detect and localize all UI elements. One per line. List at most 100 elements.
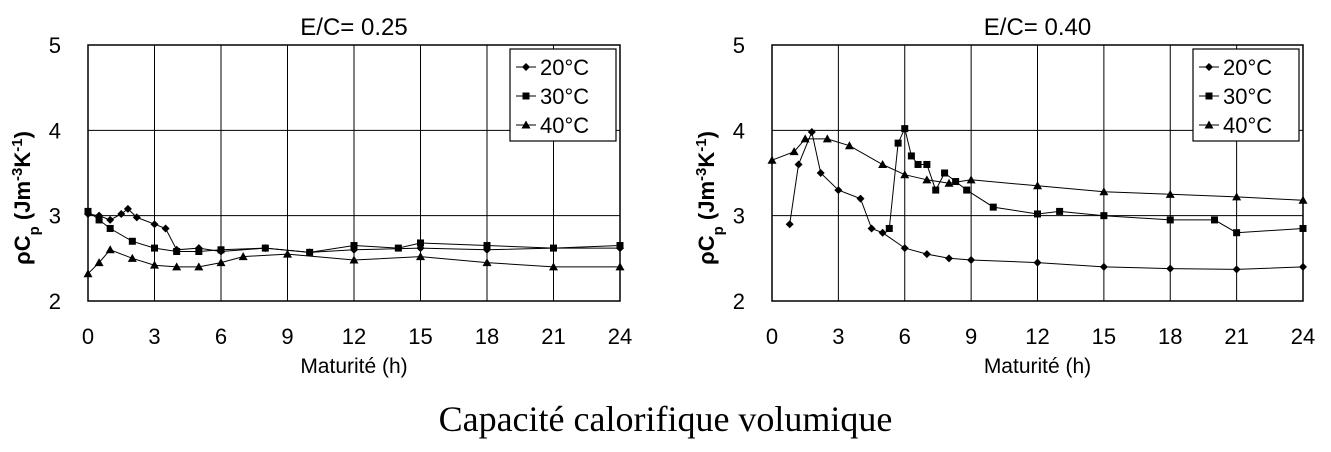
chart-1: 0 3 6 9 12 15 18 21 24 2 3 4 5 E/C= 0.25 Maturité (h) ρ… [9,14,633,378]
data-point [173,248,181,256]
x-tick-label: 24 [608,324,632,349]
data-point [963,186,971,194]
data-point [1166,264,1175,273]
data-point [816,169,825,177]
data-point [822,134,832,143]
data-point [238,252,248,261]
legend-label: 30°C [1223,84,1272,109]
y-axis-label-unit: (Jm [10,181,35,226]
x-tick-label: 15 [1092,324,1116,349]
y-axis-label-main: ρC [10,235,35,265]
data-point [123,204,132,213]
y-axis-label-main: ρC [694,235,719,265]
x-tick-label: 21 [541,324,565,349]
legend-marker [522,92,530,100]
data-point [106,215,115,224]
y-tick-label: 2 [733,289,745,314]
data-point [1232,265,1241,274]
y-tick-label: 3 [733,204,745,229]
data-point [106,224,114,232]
data-point [966,175,976,184]
data-point [150,220,159,229]
x-tick-label: 6 [215,324,227,349]
data-point [615,262,625,271]
data-point [350,242,358,250]
data-point [483,242,491,250]
data-point [1033,258,1042,267]
data-point [83,269,93,278]
y-tick-label: 3 [49,204,61,229]
x-tick-label: 15 [408,324,432,349]
data-point [84,207,92,215]
x-tick-label: 12 [342,324,366,349]
legend-label: 40°C [1223,113,1272,138]
y-axis-label-unit: ) [10,131,35,138]
legend-label: 40°C [540,113,589,138]
data-point [416,252,425,261]
data-point [161,224,170,233]
y-axis-label: ρCp (Jm-3K-1) [9,131,43,265]
data-point [878,228,887,237]
data-point [1166,216,1174,224]
data-point [105,245,115,254]
legend-label: 20°C [1223,55,1272,80]
data-point [1100,212,1108,220]
data-point [132,213,141,222]
data-point [261,244,269,252]
data-point [482,258,492,267]
y-axis-label-exp: -3 [9,168,26,181]
y-axis-label-exp: -1 [693,138,710,151]
data-point [127,253,137,262]
data-point [172,262,182,271]
x-tick-label: 3 [832,324,844,349]
data-point [306,248,314,256]
data-point [867,224,876,233]
data-point [885,224,893,232]
x-tick-label: 24 [1291,324,1315,349]
data-point [989,203,997,211]
data-point [1298,195,1308,204]
data-point [844,141,854,150]
data-point [216,258,226,267]
data-point [128,237,136,245]
x-tick-label: 9 [965,324,977,349]
data-point [945,254,953,263]
x-tick-label: 0 [766,324,778,349]
data-point [922,175,932,184]
legend-marker [522,63,530,71]
data-point [1299,224,1307,232]
x-tick-label: 12 [1025,324,1049,349]
legend-marker [1205,63,1213,71]
data-point [807,128,816,137]
y-axis-label: ρCp (Jm-3K-1) [693,131,727,265]
data-point [1165,189,1175,198]
data-point [616,242,624,250]
data-point [150,260,159,269]
data-point [94,258,104,267]
data-point [1056,207,1064,215]
data-point [914,160,922,168]
y-axis-label-unit: ) [694,131,719,138]
y-axis-label-exp: -3 [693,168,710,181]
data-point [151,244,158,252]
y-axis-label-sub: p [26,226,43,235]
x-axis-label: Maturité (h) [300,355,407,378]
data-point [195,248,203,256]
figure-caption: Capacité calorifique volumique [438,399,893,439]
data-point [900,170,910,179]
x-tick-label: 3 [148,324,160,349]
y-axis-label-unit: K [10,152,35,168]
y-tick-label: 5 [49,33,61,58]
data-point [1233,229,1241,237]
x-tick-label: 0 [82,324,94,349]
series-line [888,127,1304,234]
data-point [1232,192,1242,201]
data-point [967,256,976,265]
legend: 20°C 30°C 40°C [1192,48,1300,142]
series-20°C [785,128,1307,274]
data-point [878,159,888,168]
chart-title: E/C= 0.25 [300,14,407,41]
plot-area [771,44,1304,302]
data-point [1033,181,1042,190]
